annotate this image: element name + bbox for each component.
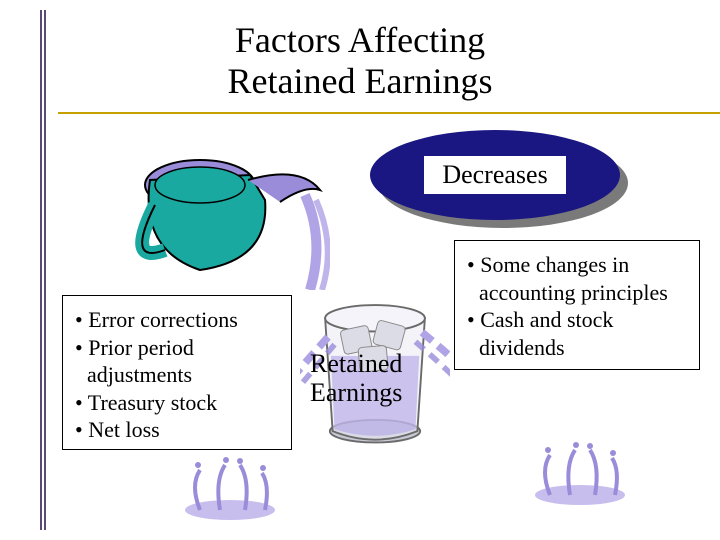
left-l2: • Prior period	[75, 334, 279, 362]
right-l2b: dividends	[467, 334, 687, 362]
left-l3: • Treasury stock	[75, 389, 279, 417]
right-l1: • Some changes in	[467, 251, 687, 279]
left-l1: • Error corrections	[75, 306, 279, 334]
oval-label: Decreases	[424, 156, 565, 194]
splash-right-icon	[520, 440, 640, 510]
right-l2: • Cash and stock	[467, 306, 687, 334]
left-factors-box: • Error corrections • Prior period adjus…	[62, 295, 292, 450]
pitcher-icon	[130, 130, 330, 290]
splash-left-icon	[170, 455, 290, 525]
title-line-1: Factors Affecting	[235, 20, 485, 60]
right-factors-box: • Some changes in accounting principles …	[454, 240, 700, 370]
title-underline	[58, 112, 720, 114]
page-title: Factors Affecting Retained Earnings	[0, 20, 720, 103]
title-line-2: Retained Earnings	[228, 61, 493, 101]
glass-label-line2: Earnings	[310, 378, 402, 407]
glass-label: Retained Earnings	[310, 350, 402, 407]
glass-label-line1: Retained	[310, 349, 402, 378]
right-l1b: accounting principles	[467, 279, 687, 307]
left-l4: • Net loss	[75, 416, 279, 444]
left-l2b: adjustments	[75, 361, 279, 389]
decreases-oval: Decreases	[370, 130, 620, 220]
